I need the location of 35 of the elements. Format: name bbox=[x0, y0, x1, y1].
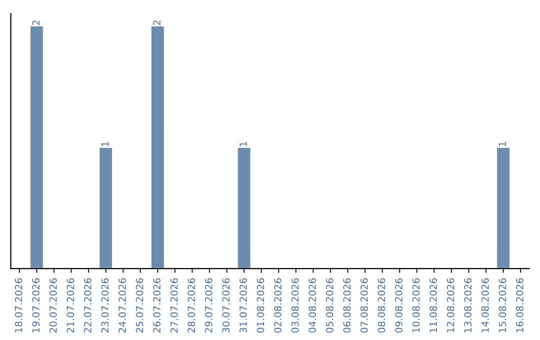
x-tick-label: 07.08.2026 bbox=[360, 278, 368, 333]
x-tick-label: 09.08.2026 bbox=[395, 278, 402, 333]
x-tick-label: 25.07.2026 bbox=[136, 278, 144, 333]
x-tick-label: 30.07.2026 bbox=[222, 278, 230, 333]
x-tick-label: 15.08.2026 bbox=[498, 278, 506, 332]
x-tick-label: 05.08.2026 bbox=[326, 278, 334, 333]
data-label: 2 bbox=[153, 20, 160, 26]
x-tick-label: 21.07.2026 bbox=[66, 278, 74, 333]
x-tick-label: 06.08.2026 bbox=[343, 278, 351, 333]
x-tick-label: 02.08.2026 bbox=[274, 278, 282, 333]
x-tick-label: 23.07.2026 bbox=[101, 278, 109, 333]
x-tick-label: 29.07.2026 bbox=[204, 278, 212, 333]
x-tick-label: 14.08.2026 bbox=[481, 278, 489, 332]
data-label: 1 bbox=[101, 142, 109, 146]
x-tick-label: 11.08.2026 bbox=[430, 278, 437, 332]
x-tick-label: 22.07.2026 bbox=[84, 278, 92, 333]
x-tick-label: 26.07.2026 bbox=[153, 278, 160, 333]
x-tick-label: 03.08.2026 bbox=[291, 278, 299, 333]
x-tick-label: 12.08.2026 bbox=[446, 278, 454, 332]
x-tick-label: 13.08.2026 bbox=[464, 278, 472, 332]
x-tick-label: 28.07.2026 bbox=[188, 278, 196, 333]
x-tick-label: 04.08.2026 bbox=[308, 278, 316, 333]
data-label: 2 bbox=[32, 20, 40, 26]
x-tick-label: 01.08.2026 bbox=[256, 278, 264, 333]
x-tick-label: 18.07.2026 bbox=[14, 278, 22, 332]
x-tick-label: 08.08.2026 bbox=[378, 278, 386, 333]
data-label: 1 bbox=[498, 142, 506, 146]
x-tick-label: 16.08.2026 bbox=[516, 278, 524, 332]
data-label: 1 bbox=[240, 142, 247, 146]
x-tick-label: 19.07.2026 bbox=[32, 278, 40, 332]
x-tick-label: 10.08.2026 bbox=[412, 278, 420, 332]
x-tick-label: 20.07.2026 bbox=[49, 278, 57, 333]
x-tick-label: 24.07.2026 bbox=[118, 278, 126, 333]
x-tick-label: 27.07.2026 bbox=[170, 278, 178, 333]
x-tick-label: 31.07.2026 bbox=[240, 278, 247, 333]
